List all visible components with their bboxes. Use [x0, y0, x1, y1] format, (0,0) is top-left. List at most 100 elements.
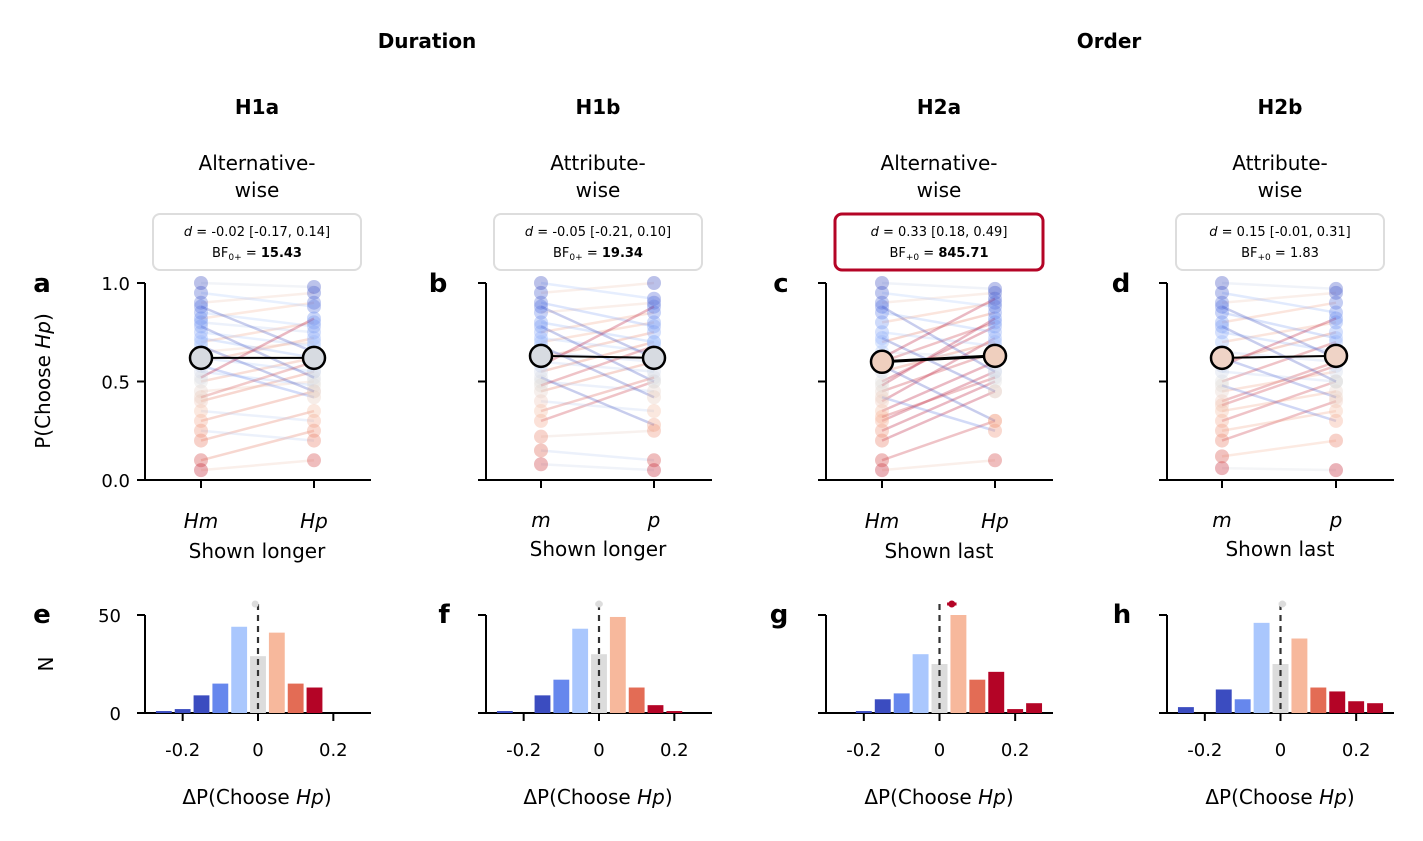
- participant-point: [988, 311, 1002, 326]
- x-category-m: m: [1212, 508, 1231, 532]
- participant-line: [881, 360, 996, 413]
- participant-point: [875, 331, 889, 346]
- participant-point: [194, 325, 208, 340]
- participant-line: [881, 317, 996, 387]
- participant-point: [1215, 394, 1229, 409]
- participant-point: [988, 370, 1002, 385]
- participant-line: [200, 364, 315, 399]
- histogram-bar: [268, 632, 285, 713]
- participant-point: [307, 404, 321, 419]
- histogram-bar: [912, 654, 929, 713]
- bottom-x-label-suffix: ): [665, 785, 673, 809]
- participant-point: [1329, 281, 1343, 296]
- stat-bf-eq: =: [583, 246, 602, 261]
- bottom-x-label-h2a: ΔP(Choose Hp): [864, 785, 1013, 809]
- bottom-x-tick-label: 0.2: [1001, 740, 1030, 761]
- participant-point: [1329, 295, 1343, 310]
- bottom-x-label-prefix: ΔP(Choose: [864, 785, 978, 809]
- participant-line: [881, 364, 996, 423]
- bottom-x-tick-label: 0: [1275, 740, 1286, 761]
- participant-point: [1329, 315, 1343, 330]
- participant-point: [534, 429, 548, 444]
- histogram-bar: [1234, 699, 1251, 713]
- stat-box-h1b: [493, 213, 703, 271]
- subtitle-line1-h1a: Alternative-: [199, 151, 316, 175]
- mean-line-h1b: [540, 354, 655, 359]
- participant-point: [194, 311, 208, 326]
- participant-point: [194, 299, 208, 314]
- bottom-x-tick-label: -0.2: [846, 740, 881, 761]
- participant-point: [988, 281, 1002, 296]
- participant-point: [1215, 305, 1229, 320]
- participant-line: [200, 429, 315, 442]
- participant-point: [647, 453, 661, 468]
- participant-point: [194, 305, 208, 320]
- participant-point: [647, 335, 661, 350]
- histogram-bar: [1367, 703, 1384, 713]
- participant-point: [534, 374, 548, 389]
- participant-line: [540, 344, 655, 387]
- participant-line: [881, 291, 996, 304]
- bottom-x-label-prefix: ΔP(Choose: [1205, 785, 1319, 809]
- subtitle-line2-h2a: wise: [917, 178, 962, 202]
- subtitle-line2-h1a: wise: [235, 178, 280, 202]
- participant-line: [1221, 370, 1337, 393]
- histogram-bars-h1b: [496, 616, 683, 713]
- participant-point: [1329, 390, 1343, 405]
- participant-point: [1329, 331, 1343, 346]
- participant-point: [1329, 374, 1343, 389]
- hypothesis-title-h1a: H1a: [235, 95, 279, 119]
- stat-bf-subscript: 0+: [569, 253, 582, 263]
- participant-point: [647, 370, 661, 385]
- histogram-bar: [1026, 703, 1043, 713]
- participant-line: [540, 449, 655, 462]
- bottom-x-label-prefix: ΔP(Choose: [182, 785, 296, 809]
- subtitle-line1-h1b: Attribute-: [550, 151, 646, 175]
- participant-line: [540, 360, 655, 393]
- participant-point: [1215, 335, 1229, 350]
- participant-point: [534, 404, 548, 419]
- stat-bf-value: 19.34: [602, 246, 643, 261]
- participant-line: [1221, 409, 1337, 432]
- participant-point: [988, 285, 1002, 300]
- participant-point: [988, 325, 1002, 340]
- participant-point: [1215, 374, 1229, 389]
- participant-line: [540, 429, 655, 438]
- participant-line: [881, 370, 996, 423]
- participant-point: [875, 423, 889, 438]
- stat-bf-eq: =: [242, 246, 261, 261]
- histogram-bar: [287, 683, 304, 713]
- participant-line: [200, 344, 315, 393]
- participant-point: [875, 378, 889, 393]
- stat-bf-symbol: BF: [1241, 246, 1257, 261]
- participant-point: [194, 276, 208, 290]
- participant-point: [647, 291, 661, 306]
- participant-lines-h1b: [534, 276, 661, 478]
- participant-line: [881, 340, 996, 373]
- participant-point: [1215, 319, 1229, 334]
- participant-line: [881, 390, 996, 442]
- participant-line: [200, 321, 315, 344]
- top-y-tick-label: 1.0: [101, 274, 130, 295]
- participant-line: [881, 321, 996, 363]
- panel-label-a: a: [33, 269, 51, 299]
- participant-point: [1329, 364, 1343, 379]
- mean-point-h2b: [1323, 343, 1349, 369]
- top-y-tick-label: 0.5: [101, 373, 130, 394]
- hypothesis-title-h2a: H2a: [917, 95, 961, 119]
- subtitle-line2-h2b: wise: [1258, 178, 1303, 202]
- participant-point: [875, 453, 889, 468]
- participant-point: [194, 335, 208, 350]
- bottom-x-tick-label: -0.2: [1187, 740, 1222, 761]
- participant-point: [988, 364, 1002, 379]
- histogram-bar: [988, 671, 1005, 713]
- participant-point: [1215, 295, 1229, 310]
- top-y-tick-label: 0.0: [101, 471, 130, 492]
- stat-d-value: = 0.15 [-0.01, 0.31]: [1218, 225, 1351, 240]
- histogram-bar: [609, 616, 626, 713]
- participant-point: [194, 384, 208, 399]
- participant-point: [534, 276, 548, 290]
- bottom-x-label-italic: Hp: [637, 785, 665, 809]
- stat-d-symbol: d: [184, 225, 193, 240]
- participant-point: [1215, 449, 1229, 464]
